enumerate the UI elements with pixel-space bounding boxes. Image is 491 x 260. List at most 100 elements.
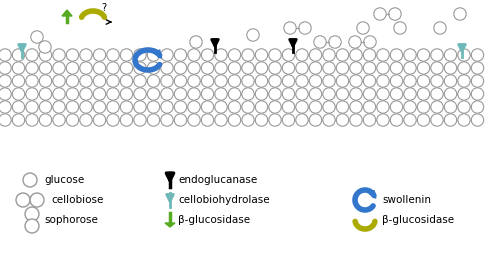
Circle shape [364,36,376,48]
Circle shape [107,62,119,74]
Circle shape [255,62,268,74]
Circle shape [0,88,11,100]
Circle shape [431,75,443,87]
Circle shape [282,49,295,61]
Circle shape [26,49,38,61]
Circle shape [363,62,376,74]
Text: endoglucanase: endoglucanase [178,175,257,185]
Circle shape [66,88,79,100]
Circle shape [16,193,30,207]
Circle shape [282,62,295,74]
Circle shape [39,114,52,126]
Circle shape [374,8,386,20]
Circle shape [12,114,25,126]
Circle shape [309,62,322,74]
Circle shape [26,114,38,126]
Circle shape [134,101,146,113]
Circle shape [215,88,227,100]
Circle shape [25,207,39,221]
Circle shape [26,101,38,113]
Circle shape [134,49,146,61]
Circle shape [242,88,254,100]
Circle shape [80,75,92,87]
Circle shape [282,75,295,87]
Circle shape [404,114,416,126]
Circle shape [417,75,430,87]
Circle shape [242,75,254,87]
Circle shape [134,114,146,126]
Circle shape [93,49,106,61]
Circle shape [12,49,25,61]
Circle shape [269,88,281,100]
Circle shape [444,62,457,74]
Circle shape [350,62,362,74]
Circle shape [107,75,119,87]
Circle shape [174,88,187,100]
Circle shape [471,75,484,87]
Circle shape [269,49,281,61]
Circle shape [147,75,160,87]
Circle shape [174,62,187,74]
Circle shape [120,49,133,61]
Circle shape [174,49,187,61]
Circle shape [93,75,106,87]
Circle shape [444,75,457,87]
Circle shape [161,114,173,126]
Circle shape [444,88,457,100]
Circle shape [444,101,457,113]
Circle shape [228,49,241,61]
Circle shape [390,114,403,126]
Circle shape [269,62,281,74]
Circle shape [26,75,38,87]
Circle shape [417,114,430,126]
Circle shape [390,62,403,74]
Circle shape [336,101,349,113]
Circle shape [377,114,389,126]
Circle shape [174,75,187,87]
Circle shape [299,22,311,34]
Circle shape [269,101,281,113]
Circle shape [377,88,389,100]
Circle shape [107,114,119,126]
Circle shape [0,49,11,61]
Circle shape [296,101,308,113]
Circle shape [161,101,173,113]
Circle shape [255,88,268,100]
Circle shape [309,101,322,113]
Circle shape [417,88,430,100]
Circle shape [417,62,430,74]
Circle shape [53,114,65,126]
Circle shape [458,88,470,100]
Circle shape [350,101,362,113]
Circle shape [431,88,443,100]
Circle shape [377,75,389,87]
Circle shape [336,62,349,74]
Circle shape [31,31,43,43]
Circle shape [0,75,11,87]
Circle shape [309,49,322,61]
Circle shape [296,114,308,126]
Circle shape [26,62,38,74]
Circle shape [404,88,416,100]
Circle shape [404,75,416,87]
Circle shape [377,62,389,74]
Circle shape [363,49,376,61]
Circle shape [80,114,92,126]
Circle shape [471,114,484,126]
Circle shape [66,114,79,126]
Circle shape [66,75,79,87]
Circle shape [0,114,11,126]
Circle shape [242,49,254,61]
Circle shape [377,101,389,113]
Circle shape [201,75,214,87]
Circle shape [80,101,92,113]
Circle shape [309,88,322,100]
Text: cellobiohydrolase: cellobiohydrolase [178,195,270,205]
Circle shape [53,49,65,61]
Circle shape [39,41,51,53]
Circle shape [147,101,160,113]
Circle shape [323,62,335,74]
Circle shape [269,75,281,87]
Circle shape [363,101,376,113]
Circle shape [309,75,322,87]
